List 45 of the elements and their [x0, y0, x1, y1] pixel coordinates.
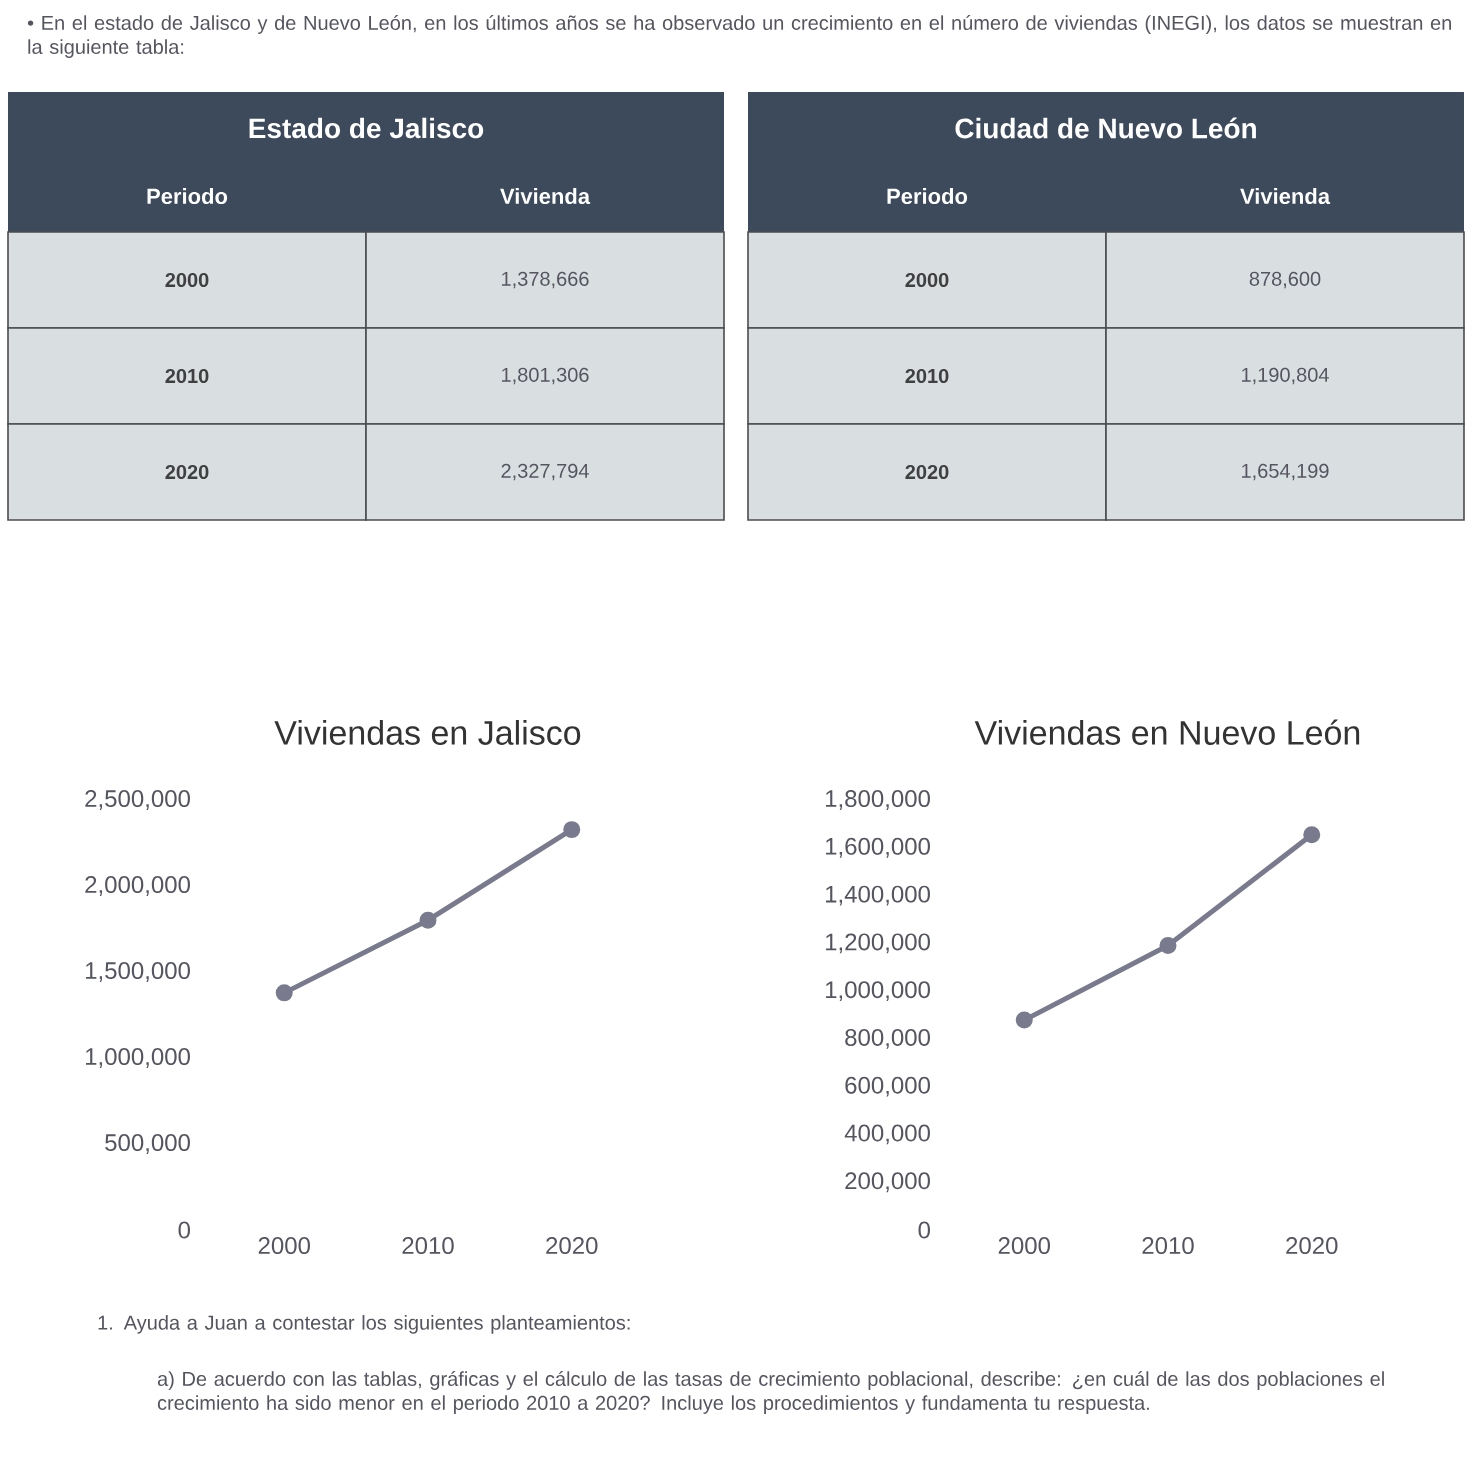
y-tick-label: 1,000,000 — [85, 1048, 190, 1068]
text: 1,378,666 — [502, 271, 589, 289]
category-label: 2020 — [165, 464, 209, 480]
text: Periodo — [147, 187, 228, 205]
y-tick-label: 1,800,000 — [825, 790, 930, 810]
y-tick-label: 500,000 — [105, 1134, 190, 1154]
category-label: 2010 — [905, 368, 949, 384]
text: 1,190,804 — [1242, 367, 1329, 385]
y-tick-label: 2,000,000 — [85, 876, 190, 896]
y-tick-label: 0 — [178, 1221, 191, 1239]
text: Estado de Jalisco — [249, 117, 484, 139]
category-label: 2000 — [165, 272, 209, 288]
y-tick-label: 1,600,000 — [825, 837, 930, 858]
y-tick-label: 1,400,000 — [825, 885, 930, 906]
text: 2,327,794 — [501, 463, 589, 481]
x-tick-label: 2000 — [258, 1237, 311, 1255]
x-tick-label: 2020 — [546, 1237, 598, 1255]
text: Vivienda — [1240, 187, 1331, 205]
chart-title: Viviendas en Jalisco — [274, 719, 581, 745]
y-tick-label: 0 — [918, 1221, 930, 1239]
text: Vivienda — [500, 187, 591, 205]
text: Ciudad de Nuevo León — [955, 117, 1256, 139]
y-tick-label: 1,500,000 — [85, 962, 190, 982]
y-tick-label: 1,200,000 — [825, 933, 930, 954]
category-label: 2020 — [905, 464, 949, 480]
x-tick-label: 2010 — [1142, 1237, 1194, 1255]
y-tick-label: 1,000,000 — [825, 981, 930, 1002]
x-tick-label: 2010 — [402, 1237, 454, 1255]
text: 878,600 — [1249, 271, 1321, 289]
category-label: 2000 — [905, 272, 949, 288]
category-label: 2010 — [165, 368, 209, 384]
text: 1,654,199 — [1242, 463, 1329, 481]
text: Periodo — [887, 187, 968, 205]
chart-title: Viviendas en Nuevo León — [974, 719, 1360, 745]
y-tick-label: 200,000 — [845, 1172, 930, 1193]
text: 1. Ayuda a Juan a contestar los siguientes planteamientos: — [98, 1315, 630, 1334]
text: • En el estado de Jalisco y de Nuevo León, en los últimos años se ha observado un crecimiento en el número de viviendas (INEGI), los datos se muestran en la siguiente tabla: — [27, 15, 1451, 58]
y-tick-label: 400,000 — [844, 1124, 930, 1145]
text: a) De acuerdo con las tablas, gráficas y el cálculo de las tasas de crecimiento poblacional, describe: ¿en cuál de las dos poblaciones el crecimiento ha sido menor en el periodo 2010 a 2020? Incluye los procedimientos y fundamenta tu respuesta. — [157, 1371, 1384, 1414]
y-tick-label: 600,000 — [845, 1076, 930, 1097]
x-tick-label: 2000 — [998, 1237, 1050, 1255]
y-tick-label: 2,500,000 — [85, 790, 190, 810]
x-tick-label: 2020 — [1286, 1237, 1338, 1255]
y-tick-label: 800,000 — [845, 1028, 930, 1049]
text: 1,801,306 — [502, 367, 589, 385]
